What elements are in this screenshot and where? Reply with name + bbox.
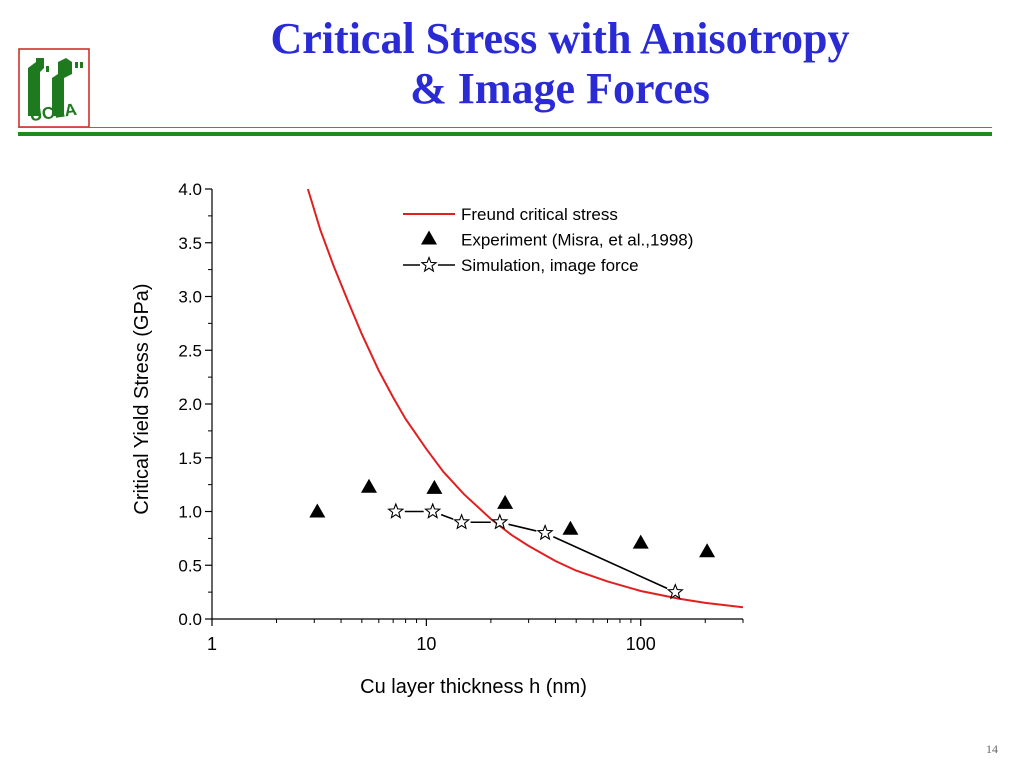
y-tick-label: 4.0	[178, 180, 202, 199]
simulation-segment	[508, 523, 537, 532]
simulation-point	[387, 502, 405, 519]
y-tick-label: 1.0	[178, 503, 202, 522]
simulation-point	[536, 523, 554, 541]
y-tick-label: 2.5	[178, 341, 202, 360]
header-divider-thick	[18, 132, 992, 136]
y-tick-label: 3.5	[178, 234, 202, 253]
experiment-point	[699, 543, 716, 558]
y-tick-label: 3.0	[178, 288, 202, 307]
legend-swatch-simulation-star	[420, 255, 438, 273]
simulation-segment	[552, 535, 668, 590]
experiment-point	[497, 494, 514, 509]
y-tick-label: 0.0	[178, 610, 202, 629]
x-axis-label: Cu layer thickness h (nm)	[360, 676, 587, 698]
freund-curve	[306, 188, 743, 609]
experiment-point	[632, 534, 649, 549]
legend-swatch-experiment	[421, 230, 437, 245]
x-tick-label: 100	[626, 634, 656, 654]
slide-title: Critical Stress with Anisotropy & Image …	[150, 14, 970, 114]
slide-title-line-2: & Image Forces	[410, 64, 710, 113]
y-tick-label: 2.0	[178, 395, 202, 414]
y-tick-label: 1.5	[178, 449, 202, 468]
simulation-point	[666, 583, 684, 600]
slide-title-line-1: Critical Stress with Anisotropy	[270, 14, 850, 63]
simulation-point	[424, 502, 442, 519]
experiment-point	[309, 503, 326, 518]
legend-label: Freund critical stress	[461, 205, 618, 224]
simulation-segment	[440, 513, 454, 520]
y-axis-label: Critical Yield Stress (GPa)	[131, 283, 153, 514]
y-tick-label: 0.5	[178, 556, 202, 575]
header-divider-thin	[18, 127, 992, 128]
experiment-point	[360, 478, 377, 493]
simulation-point	[491, 513, 509, 530]
legend-label: Experiment (Misra, et al.,1998)	[461, 231, 693, 250]
simulation-point	[453, 513, 471, 530]
page-number: 14	[986, 742, 998, 756]
experiment-point	[562, 520, 579, 535]
x-tick-label: 1	[207, 634, 217, 654]
x-tick-label: 10	[416, 634, 436, 654]
legend-label: Simulation, image force	[461, 256, 639, 275]
experiment-point	[426, 479, 443, 494]
